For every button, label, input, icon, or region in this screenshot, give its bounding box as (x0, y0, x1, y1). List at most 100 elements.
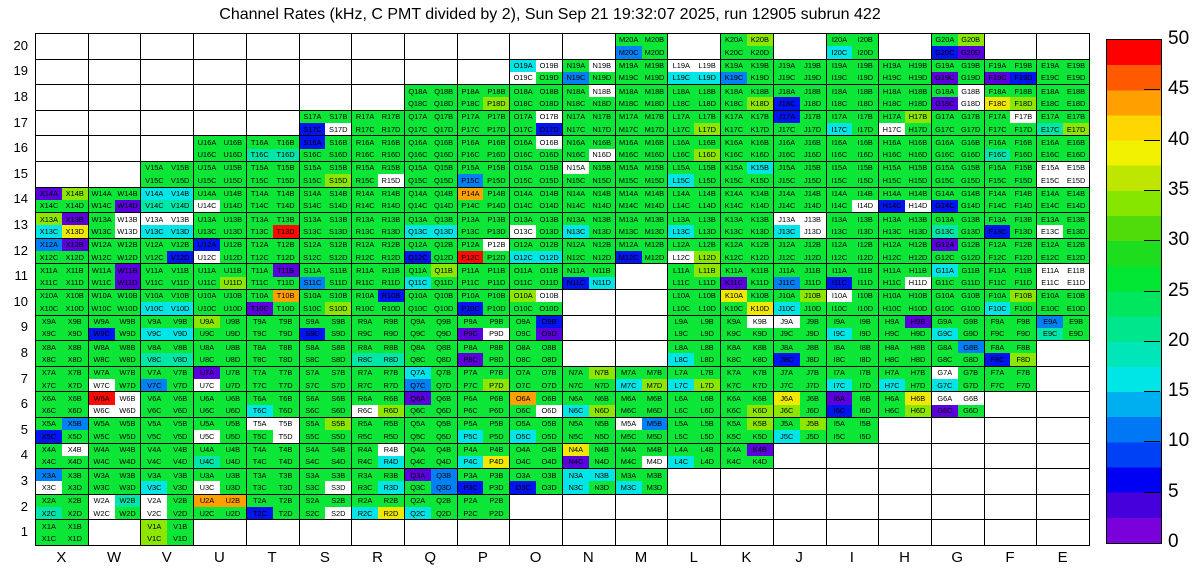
channel-S10A: S10A (299, 290, 326, 303)
channel-H6D: H6D (905, 404, 931, 417)
channel-L8A: L8A (668, 341, 695, 354)
channel-T15C: T15C (246, 174, 273, 187)
channel-M19C: M19C (615, 71, 642, 85)
channel-N13B: N13B (588, 213, 615, 226)
channel-P8B: P8B (483, 341, 510, 354)
channel-S5B: S5B (325, 418, 352, 431)
channel-Q16C: Q16C (404, 148, 431, 161)
channel-I13D: I13D (852, 225, 879, 238)
grid-cell-E11: E11A E11B E11C E11D (1036, 263, 1089, 289)
channel-S12C: S12C (299, 251, 326, 264)
channel-N18B: N18B (588, 85, 615, 98)
channel-W4C: W4C (88, 455, 115, 469)
channel-F13A: F13A (984, 213, 1011, 226)
grid-cell-H14: H14A H14B H14C H14D (878, 186, 931, 213)
channel-G13A: G13A (931, 213, 958, 226)
grid-cell-N8 (562, 340, 615, 366)
channel-G10C: G10C (931, 302, 958, 315)
grid-cell-J17: J17A J17B J17C J17D (772, 109, 826, 136)
grid-cell-U19 (193, 58, 246, 85)
channel-E17B: E17B (1063, 110, 1089, 124)
channel-X4B: X4B (61, 443, 88, 456)
channel-M14B: M14B (641, 187, 668, 200)
channel-V8A: V8A (141, 341, 168, 354)
channel-I7A: I7A (826, 366, 853, 380)
channel-F17D: F17D (1010, 123, 1037, 136)
channel-J16D: J16D (799, 148, 826, 161)
channel-F12A: F12A (984, 238, 1011, 252)
channel-L17D: L17D (694, 123, 721, 136)
channel-I8A: I8A (826, 341, 853, 354)
channel-J10C: J10C (773, 302, 800, 315)
channel-I10C: I10C (826, 302, 853, 315)
channel-L7A: L7A (668, 366, 695, 380)
grid-cell-N16: N16A N16B N16C N16D (562, 135, 615, 161)
channel-Q15C: Q15C (404, 174, 431, 187)
channel-L4A: L4A (668, 443, 695, 456)
grid-cell-K10: K10A K10B K10C K10D (720, 289, 773, 315)
channel-O4B: O4B (536, 443, 562, 456)
channel-Q9A: Q9A (404, 315, 431, 328)
channel-O8A: O8A (510, 341, 537, 354)
grid-cell-M11 (614, 263, 668, 289)
channel-U2C: U2C (194, 507, 220, 520)
channel-O5B: O5B (536, 418, 562, 431)
channel-U7B: U7B (219, 366, 246, 380)
channel-G9B: G9B (957, 315, 984, 328)
channel-W13B: W13B (114, 213, 141, 226)
channel-H12A: H12A (879, 238, 906, 252)
channel-K4D: K4D (746, 455, 773, 469)
channel-W14B: W14B (114, 187, 141, 200)
channel-N12A: N12A (563, 238, 589, 252)
channel-I9B: I9B (852, 315, 879, 328)
channel-J16A: J16A (773, 136, 800, 149)
channel-I14D: I14D (852, 199, 879, 213)
channel-H8D: H8D (905, 353, 931, 366)
channel-E10C: E10C (1037, 302, 1064, 315)
channel-H9B: H9B (905, 315, 931, 328)
channel-L8D: L8D (694, 353, 721, 366)
channel-Q9B: Q9B (430, 315, 457, 328)
channel-U10D: U10D (219, 302, 246, 315)
grid-cell-U8: U8A U8B U8C U8D (193, 340, 246, 366)
channel-K9D: K9D (746, 327, 773, 341)
channel-I11B: I11B (852, 264, 879, 277)
channel-J7A: J7A (773, 366, 800, 380)
channel-K18A: K18A (721, 85, 747, 98)
channel-I15C: I15C (826, 174, 853, 187)
channel-P11B: P11B (483, 264, 510, 277)
channel-K8A: K8A (721, 341, 747, 354)
channel-I8C: I8C (826, 353, 853, 366)
channel-I10D: I10D (852, 302, 879, 315)
channel-H16C: H16C (879, 148, 906, 161)
grid-cell-M13: M13A M13B M13C M13D (614, 212, 668, 238)
channel-K19C: K19C (721, 71, 747, 85)
channel-T14D: T14D (272, 199, 299, 213)
channel-S5C: S5C (299, 430, 326, 443)
channel-P6A: P6A (457, 392, 484, 405)
channel-R17B: R17B (378, 110, 404, 124)
channel-J6B: J6B (799, 392, 826, 405)
channel-O17B: O17B (536, 110, 562, 124)
grid-cell-V15: V15A V15B V15C V15D (140, 161, 194, 187)
channel-G20C: G20C (931, 46, 958, 59)
channel-V15B: V15B (167, 162, 194, 175)
channel-E19D: E19D (1063, 71, 1089, 85)
colorbar-label-50: 50 (1168, 28, 1190, 49)
channel-H17C: H17C (879, 123, 906, 136)
channel-R15B: R15B (378, 162, 404, 175)
channel-H11B: H11B (905, 264, 931, 277)
grid-cell-L13: L13A L13B L13C L13D (667, 212, 721, 238)
grid-cell-K16: K16A K16B K16C K16D (720, 135, 773, 161)
channel-P4A: P4A (457, 443, 484, 456)
grid-cell-K1 (720, 519, 773, 545)
channel-O12B: O12B (536, 238, 562, 252)
channel-U15B: U15B (219, 162, 246, 175)
grid-cell-N17: N17A N17B N17C N17D (562, 109, 615, 136)
colorbar-tick-30 (1144, 240, 1160, 242)
channel-R5C: R5C (352, 430, 379, 443)
channel-O12C: O12C (510, 251, 537, 264)
channel-F12B: F12B (1010, 238, 1037, 252)
channel-J17D: J17D (799, 123, 826, 136)
channel-O3A: O3A (510, 469, 537, 482)
